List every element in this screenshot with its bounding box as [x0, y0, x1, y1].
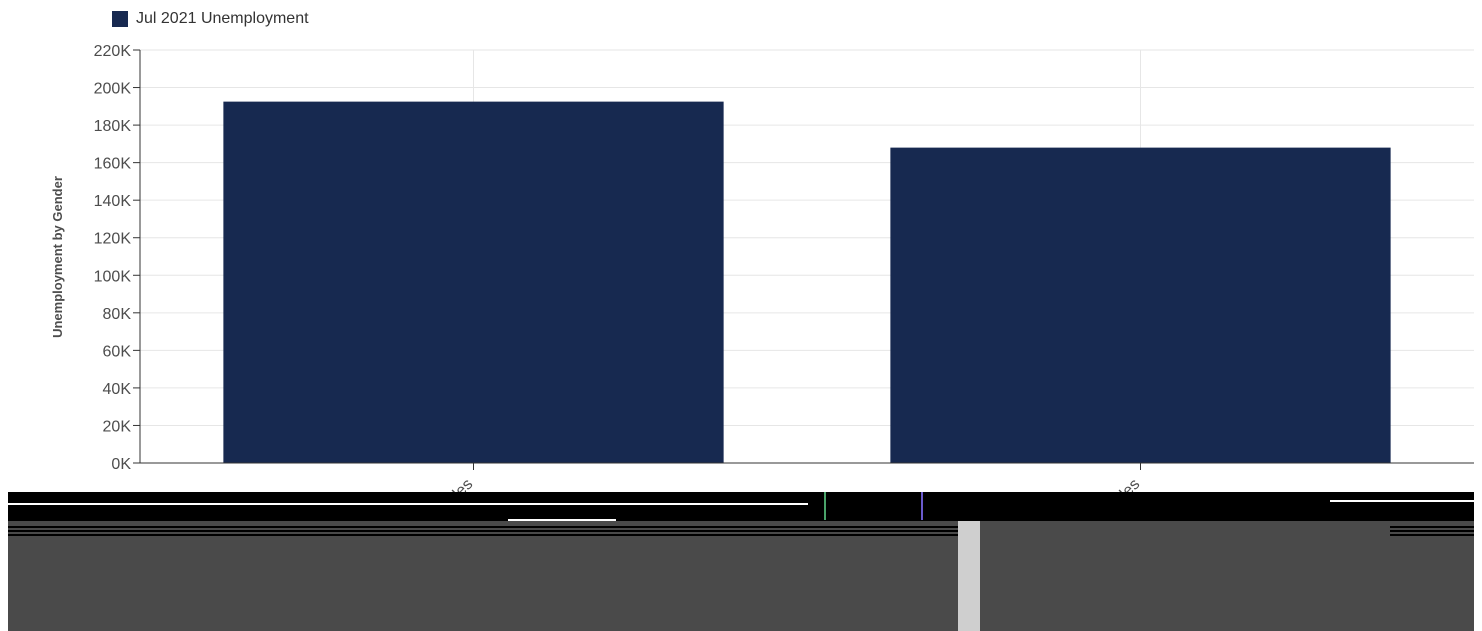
- render-artifact-line-green: [824, 492, 826, 520]
- render-artifact-stripe-1: [8, 503, 808, 505]
- render-artifact-line-purple: [921, 492, 923, 520]
- y-tick-label: 80K: [103, 306, 132, 323]
- y-tick-label: 40K: [103, 381, 132, 398]
- render-artifact-stripe-2: [508, 519, 616, 521]
- render-artifact-black-stripes-left: [8, 526, 958, 538]
- y-tick-label: 220K: [94, 43, 132, 60]
- y-tick-label: 200K: [94, 81, 132, 98]
- bars: [223, 101, 1391, 464]
- y-tick-label: 60K: [103, 343, 132, 360]
- y-tick-label: 140K: [94, 193, 132, 210]
- legend-swatch: [112, 11, 128, 27]
- render-artifact-bar-top: [8, 492, 1474, 521]
- legend: Jul 2021 Unemployment: [112, 9, 309, 29]
- y-tick-label: 20K: [103, 418, 132, 435]
- bar-females: [890, 147, 1391, 464]
- legend-label: Jul 2021 Unemployment: [136, 10, 309, 27]
- y-axis-label: Unemployment by Gender: [50, 176, 65, 338]
- y-tick-label: 160K: [94, 156, 132, 173]
- bar-males: [223, 101, 724, 463]
- render-artifact-gray-block-right: [980, 521, 1474, 631]
- y-tick-label: 0K: [111, 456, 131, 473]
- render-artifact-black-stripes-right: [1390, 526, 1474, 538]
- y-tick-label: 120K: [94, 231, 132, 248]
- render-artifact-stripe-3: [1330, 500, 1474, 502]
- y-tick-label: 180K: [94, 118, 132, 135]
- render-artifact-gray-block-left: [8, 521, 958, 631]
- y-tick-label: 100K: [94, 268, 132, 285]
- axes: [133, 49, 1474, 470]
- render-artifact-light-column: [958, 521, 980, 631]
